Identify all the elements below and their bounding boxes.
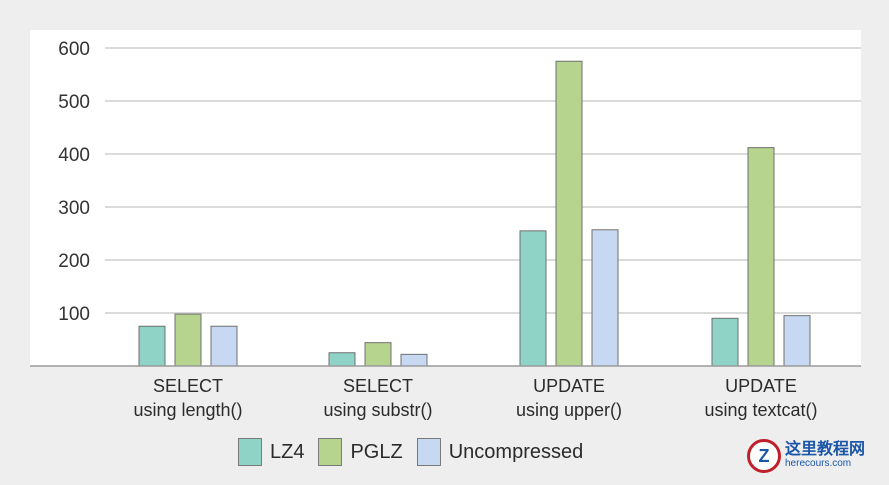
bar-uncompressed-0 (210, 325, 238, 367)
bars (138, 60, 811, 367)
y-tick-label: 600 (58, 39, 90, 60)
legend-label-pglz: PGLZ (350, 440, 403, 463)
x-axis-category-labels: SELECT using length() SELECT using substr()… (133, 376, 817, 420)
bar-uncompressed-2 (591, 229, 619, 367)
x-category-label: using length() (133, 400, 242, 420)
watermark: Z 这里教程网 herecours.com (747, 438, 885, 474)
bar-pglz-2 (555, 60, 583, 367)
y-tick-label: 300 (58, 198, 90, 219)
bar-lz4-1 (328, 352, 356, 367)
x-category-label: using textcat() (704, 400, 817, 420)
legend-swatch-pglz (318, 438, 343, 466)
y-tick-label: 200 (58, 251, 90, 272)
bar-lz4-3 (711, 317, 739, 367)
bar-lz4-2 (519, 230, 547, 367)
legend-swatch-lz4 (238, 438, 262, 466)
legend-swatch-uncompressed (416, 438, 441, 466)
legend-label-uncompressed: Uncompressed (448, 440, 584, 463)
y-axis-tick-labels: 100 200 300 400 500 600 (58, 39, 90, 325)
x-category-label: SELECT (153, 376, 223, 396)
y-tick-label: 400 (58, 145, 90, 166)
x-category-label: using substr() (323, 400, 432, 420)
plot-area (30, 30, 861, 366)
bar-pglz-1 (364, 342, 392, 367)
watermark-title: 这里教程网 (785, 441, 866, 459)
bar-pglz-3 (747, 147, 775, 367)
watermark-logo-icon: Z (747, 439, 781, 473)
bar-pglz-0 (174, 313, 202, 367)
x-category-label: SELECT (343, 376, 413, 396)
legend-label-lz4: LZ4 (270, 440, 305, 463)
legend: LZ4 PGLZ Uncompressed (238, 436, 583, 468)
watermark-text: 这里教程网 herecours.com (785, 442, 865, 469)
bar-uncompressed-3 (783, 315, 811, 367)
legend-item-pglz: PGLZ (318, 438, 403, 466)
x-category-label: using upper() (516, 400, 622, 420)
y-tick-label: 100 (58, 304, 90, 325)
watermark-url: herecours.com (785, 458, 852, 470)
y-tick-label: 500 (58, 92, 90, 113)
bar-uncompressed-1 (400, 353, 428, 367)
legend-item-lz4: LZ4 (238, 438, 304, 466)
x-category-label: UPDATE (533, 376, 605, 396)
legend-item-uncompressed: Uncompressed (416, 438, 584, 466)
x-category-label: UPDATE (725, 376, 797, 396)
bar-lz4-0 (138, 325, 166, 367)
grid-lines (105, 47, 861, 314)
